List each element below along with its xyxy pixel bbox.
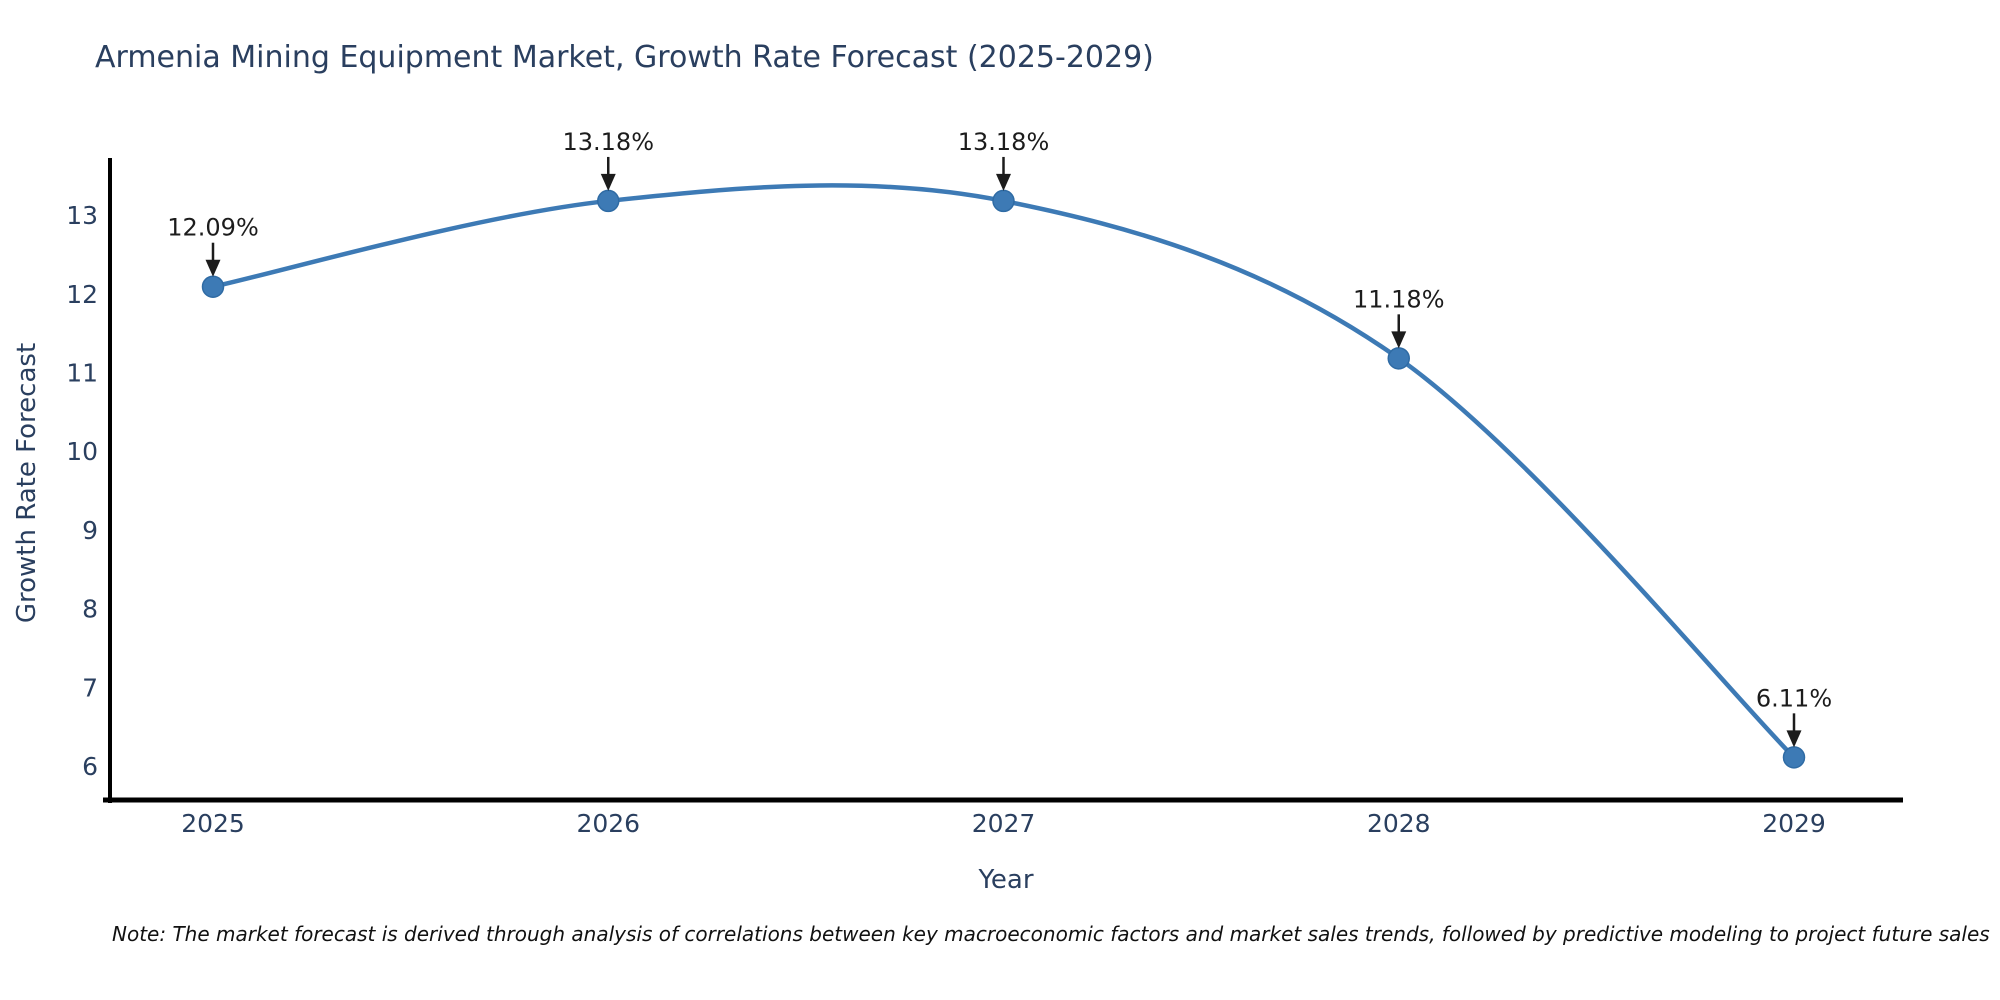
x-tick-label: 2029 xyxy=(1762,809,1826,838)
y-tick-label: 12 xyxy=(66,280,98,309)
y-tick-label: 10 xyxy=(66,437,98,466)
y-axis-title: Growth Rate Forecast xyxy=(12,343,42,623)
data-point-marker[interactable] xyxy=(992,189,1015,213)
chart-title: Armenia Mining Equipment Market, Growth … xyxy=(95,40,1154,75)
data-point-marker[interactable] xyxy=(1387,347,1410,370)
annotation-arrowhead-icon xyxy=(205,259,221,277)
y-tick-label: 7 xyxy=(82,673,98,702)
line-series xyxy=(201,183,1806,769)
x-axis-title: Year xyxy=(977,865,1033,895)
annotation-label: 12.09% xyxy=(167,214,259,242)
footnote: Note: The market forecast is derived thr… xyxy=(112,922,1990,946)
y-tick-label: 6 xyxy=(82,752,98,781)
annotation-arrowhead-icon xyxy=(1391,331,1407,349)
x-tick-label: 2025 xyxy=(181,809,245,838)
data-point-marker[interactable] xyxy=(597,189,620,213)
annotation-label: 6.11% xyxy=(1756,684,1832,712)
annotation-label: 13.18% xyxy=(562,128,654,156)
data-point-marker[interactable] xyxy=(201,275,225,298)
forecast-line xyxy=(210,183,1797,760)
point-annotations: 12.09% 13.18% 13.18% 11.18% 6.11% xyxy=(167,128,1832,748)
annotation-arrowhead-icon xyxy=(600,173,616,191)
x-tick-label: 2026 xyxy=(576,809,640,838)
annotation-label: 13.18% xyxy=(958,128,1050,156)
x-tick-label: 2027 xyxy=(972,809,1036,838)
x-tick-label: 2028 xyxy=(1367,809,1431,838)
annotation-label: 11.18% xyxy=(1353,285,1445,313)
y-tick-label: 9 xyxy=(82,516,98,545)
annotation-arrowhead-icon xyxy=(996,173,1011,191)
y-tick-label: 13 xyxy=(66,201,98,230)
axis-ticks: 6 7 8 9 10 11 12 13 2025 2026 2027 2028 2029 xyxy=(66,201,1826,838)
y-tick-label: 11 xyxy=(66,359,98,388)
y-tick-label: 8 xyxy=(82,595,98,624)
annotation-arrowhead-icon xyxy=(1786,730,1802,748)
data-point-marker[interactable] xyxy=(1782,746,1806,769)
